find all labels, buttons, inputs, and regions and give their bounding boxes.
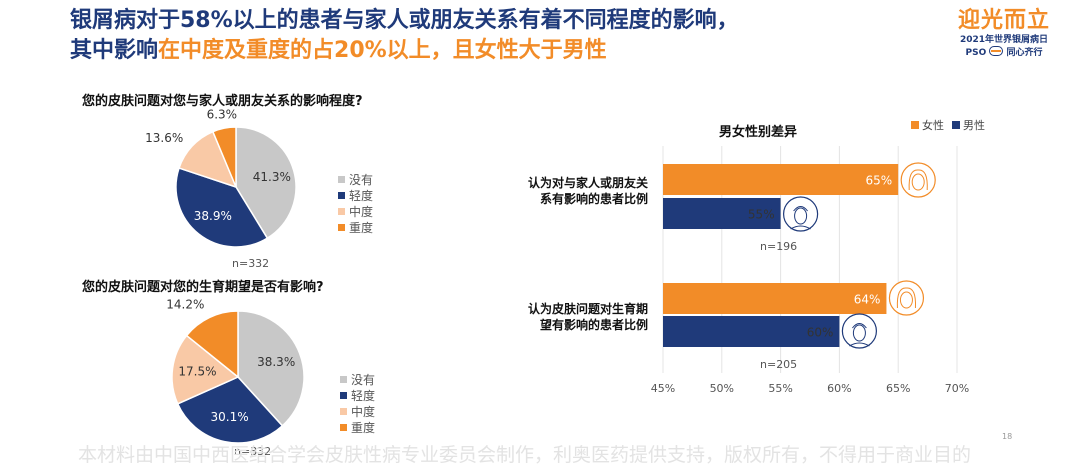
pie2-legend-label-none: 没有 [351, 372, 375, 387]
pie1-legend-label-moderate: 中度 [349, 204, 373, 219]
pie1-slice-severe [211, 126, 237, 188]
bar-x-tick-label: 65% [886, 382, 910, 395]
bar-x-tick-label: 60% [827, 382, 851, 395]
gender-bar-chart: 男女性别差异 女性 男性 65% 64% 55% 60% 认为对与家人或朋友关 系有影… [528, 118, 985, 395]
pie1-slice-mild [175, 167, 269, 248]
male-face-icon [783, 196, 819, 232]
pie1-n-label: n=332 [232, 257, 269, 270]
pie-charts: 41.3% 38.9% 13.6% 6.3% 38.3% 30.1% 17.5% 14.2%… [145, 107, 375, 458]
pie2-label-moderate: 17.5% [178, 365, 216, 379]
bar-x-ticks: 45% 50% 55% 60% 65% 70% [651, 382, 969, 395]
bar-legend: 女性 男性 [911, 118, 985, 132]
pie2-chart: 38.3% 30.1% 17.5% 14.2% [166, 298, 305, 444]
female-face-icon [900, 162, 936, 198]
logo-name: 迎光而立 [957, 8, 1050, 33]
bar-male-group2 [663, 316, 840, 347]
pie1-legend-swatch-none [338, 176, 345, 183]
logo-pso: PSO [965, 48, 987, 58]
bar-female-group1-value-label: 65% [866, 174, 893, 188]
bar-category-labels: 认为对与家人或朋友关 系有影响的患者比例 认为皮肤问题对生育期 望有影响的患者比… [528, 175, 648, 332]
pie2-legend-swatch-none [340, 376, 347, 383]
pie1-label-none: 41.3% [253, 170, 291, 184]
bar-chart-title: 男女性别差异 [719, 124, 797, 140]
pie1-legend-label-severe: 重度 [349, 220, 373, 235]
male-face-icon [841, 313, 877, 349]
page-title: 银屑病对于58%以上的患者与家人或朋友关系有着不同程度的影响， 其中影响在中度及… [70, 6, 739, 66]
bar-female-group2 [663, 283, 887, 314]
legend-male-label: 男性 [963, 118, 985, 132]
category-2-label-line2: 望有影响的患者比例 [540, 317, 648, 332]
bar-female-group2-value-label: 64% [854, 293, 881, 307]
bar-male-group1-value-label: 55% [748, 208, 775, 222]
pie1-legend-swatch-mild [338, 192, 345, 199]
legend-female-swatch [911, 121, 919, 129]
pie2-legend-swatch-severe [340, 424, 347, 431]
bar-x-tick-label: 50% [710, 382, 734, 395]
category-1-label-line2: 系有影响的患者比例 [540, 191, 648, 206]
logo-subtitle: 2021年世界银屑病日 [959, 35, 1049, 45]
page-number: 18 [1002, 432, 1013, 441]
bar-female-group1 [663, 164, 899, 195]
title-line-2-prefix: 其中影响 [70, 38, 159, 63]
bar-group2-n-label: n=205 [760, 358, 797, 371]
pie1-legend-label-none: 没有 [349, 172, 373, 187]
female-face-icon [888, 280, 925, 316]
title-line-2-highlight: 在中度及重度的占20%以上，且女性大于男性 [158, 38, 607, 63]
united-badge-icon [989, 46, 1004, 56]
category-1-label-line1: 认为对与家人或朋友关 [528, 175, 648, 190]
bar-x-tick-label: 55% [768, 382, 792, 395]
pie2-legend-swatch-moderate [340, 408, 347, 415]
pie2-slice-moderate [171, 334, 240, 405]
bar-male-group2-value-label: 60% [807, 326, 834, 340]
pie2-legend-swatch-mild [340, 392, 347, 399]
pie1-label-moderate: 13.6% [145, 131, 183, 145]
title-line-2: 其中影响在中度及重度的占20%以上，且女性大于男性 [70, 36, 739, 66]
pie1-legend-label-mild: 轻度 [349, 188, 373, 203]
legend-female-label: 女性 [922, 118, 944, 132]
pie2-slice-severe [185, 310, 239, 379]
pie1-legend-swatch-moderate [338, 208, 345, 215]
gender-face-icons [783, 162, 936, 349]
logo-slogan: 同心齐行 [1006, 48, 1043, 58]
pie2-slice-mild [176, 376, 284, 444]
category-2-label-line1: 认为皮肤问题对生育期 [528, 301, 648, 316]
event-logo: 迎光而立 2021年世界银屑病日 PSO 同心齐行 [944, 8, 1064, 60]
pie2-slice-none [237, 310, 305, 427]
legend-male-swatch [952, 121, 960, 129]
pie2-legend-label-moderate: 中度 [351, 404, 375, 419]
pie1-chart: 41.3% 38.9% 13.6% 6.3% [145, 107, 297, 248]
pie1-legend-swatch-severe [338, 224, 345, 231]
logo-bottom-row: PSO 同心齐行 [944, 46, 1064, 60]
footer-watermark: 本材料由中国中西医结合学会皮肤性病专业委员会制作，利奥医药提供支持，版权所有，不… [78, 444, 972, 466]
title-line-1: 银屑病对于58%以上的患者与家人或朋友关系有着不同程度的影响， [70, 8, 739, 33]
pie2-legend-label-mild: 轻度 [351, 388, 375, 403]
pie1-label-mild: 38.9% [194, 209, 232, 223]
pie2-label-severe: 14.2% [166, 298, 204, 312]
pie2-question: 您的皮肤问题对您的生育期望是否有影响? [82, 280, 324, 295]
pie1-question: 您的皮肤问题对您与家人或朋友关系的影响程度? [82, 94, 363, 109]
bar-x-tick-label: 70% [945, 382, 969, 395]
pie2-label-none: 38.3% [257, 355, 295, 369]
bar-group1-n-label: n=196 [760, 240, 797, 253]
bar-male-group1 [663, 198, 781, 229]
pie2-n-label: n=332 [234, 445, 271, 458]
bar-x-tick-label: 45% [651, 382, 675, 395]
pie2-label-mild: 30.1% [211, 410, 249, 424]
pie1-label-severe: 6.3% [207, 107, 238, 121]
bar-marks: 65% 64% 55% 60% [663, 164, 899, 347]
pie2-legend-label-severe: 重度 [351, 420, 375, 435]
